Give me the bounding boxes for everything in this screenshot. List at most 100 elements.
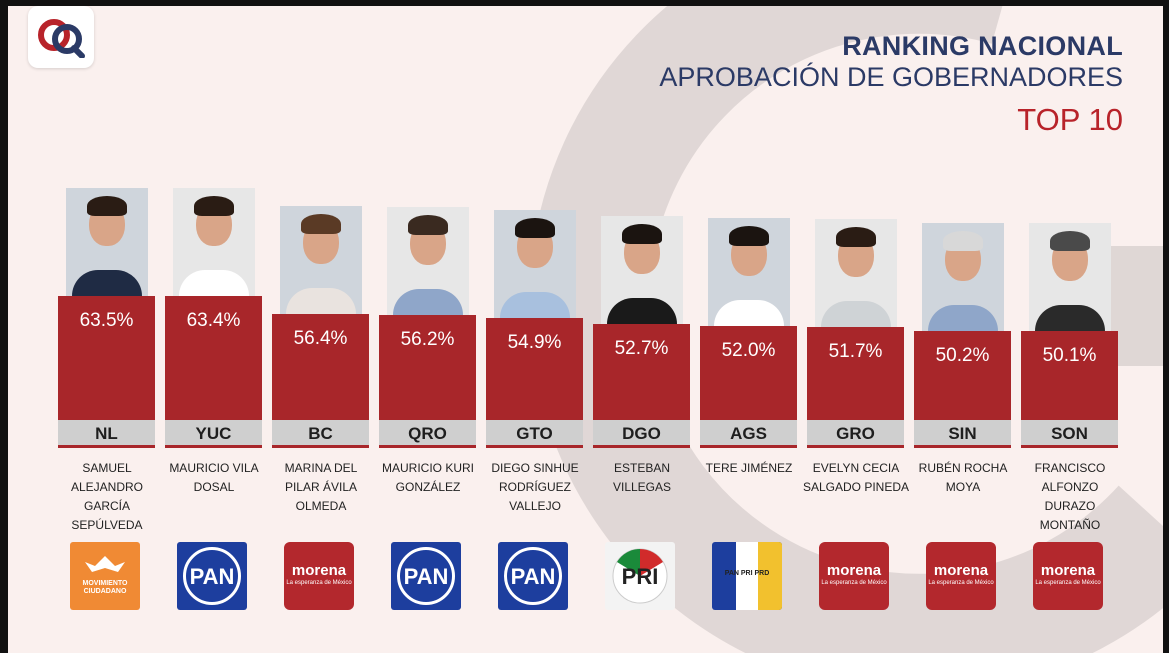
photo-hair <box>194 196 234 216</box>
pan-circle <box>397 547 455 605</box>
party-logo-pan-logo: PAN <box>391 542 461 610</box>
photo-hair <box>622 224 662 244</box>
governor-name: Mauricio Kuri González <box>381 461 474 494</box>
photo-body <box>714 300 784 326</box>
governor-photo <box>387 207 469 315</box>
governor-photo <box>494 210 576 318</box>
governor-name: Evelyn Cecia Salgado Pineda <box>802 461 910 494</box>
party-logo-morena-logo: morena La esperanza de México <box>819 542 889 610</box>
bar-gto: 54.9% <box>486 318 583 420</box>
photo-hair <box>515 218 555 238</box>
category-label-ags: AGS <box>700 420 797 448</box>
party-tagline: La esperanza de México <box>821 580 887 586</box>
category-label-nl: NL <box>58 420 155 448</box>
party-logo-morena-logo: morena La esperanza de México <box>926 542 996 610</box>
party-logo-coalition-logo: PAN PRI PRD <box>712 542 782 610</box>
category-label-sin: SIN <box>914 420 1011 448</box>
bar-bc: 56.4% <box>272 314 369 420</box>
bar-dgo: 52.7% <box>593 324 690 420</box>
bar-nl: 63.5% <box>58 296 155 420</box>
party-label: morena <box>826 562 882 579</box>
governor-name: Diego Sinhue Rodríguez Vallejo <box>491 461 579 513</box>
title-aprobacion: APROBACIÓN DE GOBERNADORES <box>659 62 1123 92</box>
pan-circle <box>504 547 562 605</box>
party-label: PRI <box>621 564 659 589</box>
photo-hair <box>943 231 983 251</box>
party-tagline: La esperanza de México <box>1035 580 1101 586</box>
bar-ags: 52.0% <box>700 326 797 420</box>
governor-name: Mauricio Vila Dosal <box>169 461 259 494</box>
category-label-gto: GTO <box>486 420 583 448</box>
bar-value-label: 51.7% <box>828 341 883 362</box>
title-top-10: TOP 10 <box>1017 102 1123 137</box>
governor-photo <box>1029 223 1111 331</box>
party-label: PAN <box>189 564 235 589</box>
governor-name: Samuel Alejandro García Sepúlveda <box>70 461 144 532</box>
photo-hair <box>408 215 448 235</box>
bar-value-label: 56.4% <box>293 328 348 349</box>
photo-body <box>1035 305 1105 331</box>
category-label-qro: QRO <box>379 420 476 448</box>
bar-value-label: 63.5% <box>79 310 134 331</box>
governor-photo <box>173 188 255 296</box>
photo-hair <box>729 226 769 246</box>
governor-photo <box>66 188 148 296</box>
photo-hair <box>1050 231 1090 251</box>
category-label-dgo: DGO <box>593 420 690 448</box>
photo-body <box>393 289 463 315</box>
photo-body <box>928 305 998 331</box>
photo-body <box>72 270 142 296</box>
photo-body <box>500 292 570 318</box>
prd-segment <box>758 542 782 610</box>
governor-name: Rubén Rocha Moya <box>918 461 1008 494</box>
party-label: morena <box>1040 562 1096 579</box>
category-label-gro: GRO <box>807 420 904 448</box>
photo-body <box>286 288 356 314</box>
bar-qro: 56.2% <box>379 315 476 420</box>
bar-value-label: 63.4% <box>186 310 241 331</box>
governor-name: Tere Jiménez <box>705 461 793 475</box>
category-label-yuc: YUC <box>165 420 262 448</box>
bar-value-label: 54.9% <box>507 332 562 353</box>
bar-sin: 50.2% <box>914 331 1011 420</box>
party-logo-morena-logo: morena La esperanza de México <box>284 542 354 610</box>
chart-title: RANKING NACIONAL APROBACIÓN DE GOBERNADO… <box>659 31 1123 137</box>
party-logo-mc-logo: MOVIMIENTO CIUDADANO <box>70 542 140 610</box>
party-logo-morena-logo: morena La esperanza de México <box>1033 542 1103 610</box>
governor-name: Esteban Villegas <box>612 461 672 494</box>
party-logo-pri-logo: PRI <box>605 542 675 610</box>
photo-hair <box>301 214 341 234</box>
bar-son: 50.1% <box>1021 331 1118 420</box>
party-tagline: La esperanza de México <box>286 580 352 586</box>
photo-body <box>821 301 891 327</box>
bar-value-label: 56.2% <box>400 329 455 350</box>
bar-value-label: 50.2% <box>935 345 990 366</box>
bar-yuc: 63.4% <box>165 296 262 420</box>
category-label-son: SON <box>1021 420 1118 448</box>
party-tagline: La esperanza de México <box>928 580 994 586</box>
bar-chart: 63.5% NL Samuel Alejandro García Sepúlveda… <box>8 6 1163 653</box>
photo-body <box>607 298 677 324</box>
photo-hair <box>87 196 127 216</box>
pan-circle <box>183 547 241 605</box>
governor-name: Francisco Alfonzo Durazo Montaño <box>1034 461 1106 532</box>
party-label: PAN <box>403 564 449 589</box>
pri-segment <box>736 542 758 610</box>
category-label-bc: BC <box>272 420 369 448</box>
brand-logo <box>28 6 94 68</box>
photo-body <box>179 270 249 296</box>
party-logo-pan-logo: PAN <box>498 542 568 610</box>
title-ranking-nacional: RANKING NACIONAL <box>842 31 1123 61</box>
bar-value-label: 52.0% <box>721 340 776 361</box>
bar-value-label: 50.1% <box>1042 345 1097 366</box>
party-label: morena <box>933 562 989 579</box>
governor-photo <box>922 223 1004 331</box>
party-logo-pan-logo: PAN <box>177 542 247 610</box>
infographic: RANKING NACIONAL APROBACIÓN DE GOBERNADO… <box>8 6 1163 653</box>
bar-value-label: 52.7% <box>614 338 669 359</box>
party-label: PAN PRI PRD <box>724 570 770 577</box>
party-label: PAN <box>510 564 556 589</box>
governor-photo <box>708 218 790 326</box>
party-label: morena <box>291 562 347 579</box>
governor-photo <box>815 219 897 327</box>
